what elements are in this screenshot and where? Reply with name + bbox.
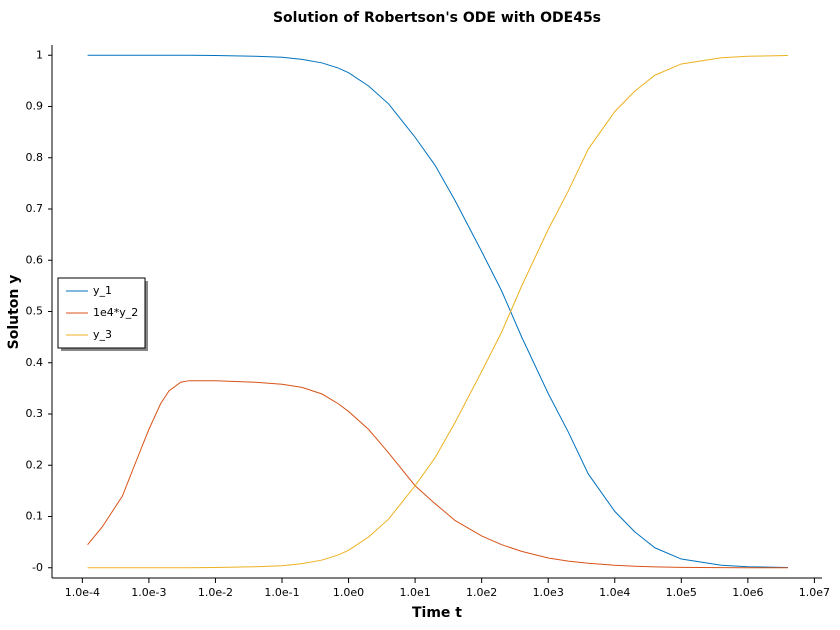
x-tick-label: 1.0e-4 (65, 586, 100, 599)
y-tick-label: 0.1 (26, 510, 44, 523)
y-tick-label: 0.4 (26, 356, 44, 369)
y-tick-label: 0.3 (26, 407, 44, 420)
chart-title: Solution of Robertson's ODE with ODE45s (273, 10, 601, 26)
legend-label: y_3 (93, 328, 112, 341)
x-tick-label: 1.0e0 (333, 586, 364, 599)
y-tick-label: 0.9 (26, 100, 44, 113)
y-tick-label: 0.7 (26, 202, 44, 215)
x-axis-label: Time t (412, 605, 462, 621)
x-tick-label: 1.0e7 (799, 586, 830, 599)
y-tick-label: 0.2 (26, 458, 44, 471)
x-tick-label: 1.0e3 (533, 586, 564, 599)
series-line (87, 380, 788, 569)
y-tick-label: 0.8 (26, 151, 44, 164)
x-tick-label: 1.0e1 (399, 586, 430, 599)
x-tick-label: 1.0e-2 (198, 586, 233, 599)
legend-label: 1e4*y_2 (93, 306, 138, 319)
series-line (87, 54, 788, 568)
y-tick-label: 1 (36, 48, 43, 61)
y-tick-label: 0.6 (26, 253, 44, 266)
series-line (87, 55, 788, 569)
y-tick-label: 0.5 (26, 305, 44, 318)
x-tick-label: 1.0e2 (466, 586, 497, 599)
x-tick-label: 1.0e6 (732, 586, 763, 599)
x-tick-label: 1.0e5 (666, 586, 697, 599)
y-tick-label: -0 (32, 561, 43, 574)
x-tick-label: 1.0e-3 (131, 586, 166, 599)
x-tick-label: 1.0e4 (599, 586, 630, 599)
y-axis-label: Soluton y (6, 275, 22, 350)
x-tick-label: 1.0e-1 (264, 586, 299, 599)
legend-label: y_1 (93, 284, 112, 297)
